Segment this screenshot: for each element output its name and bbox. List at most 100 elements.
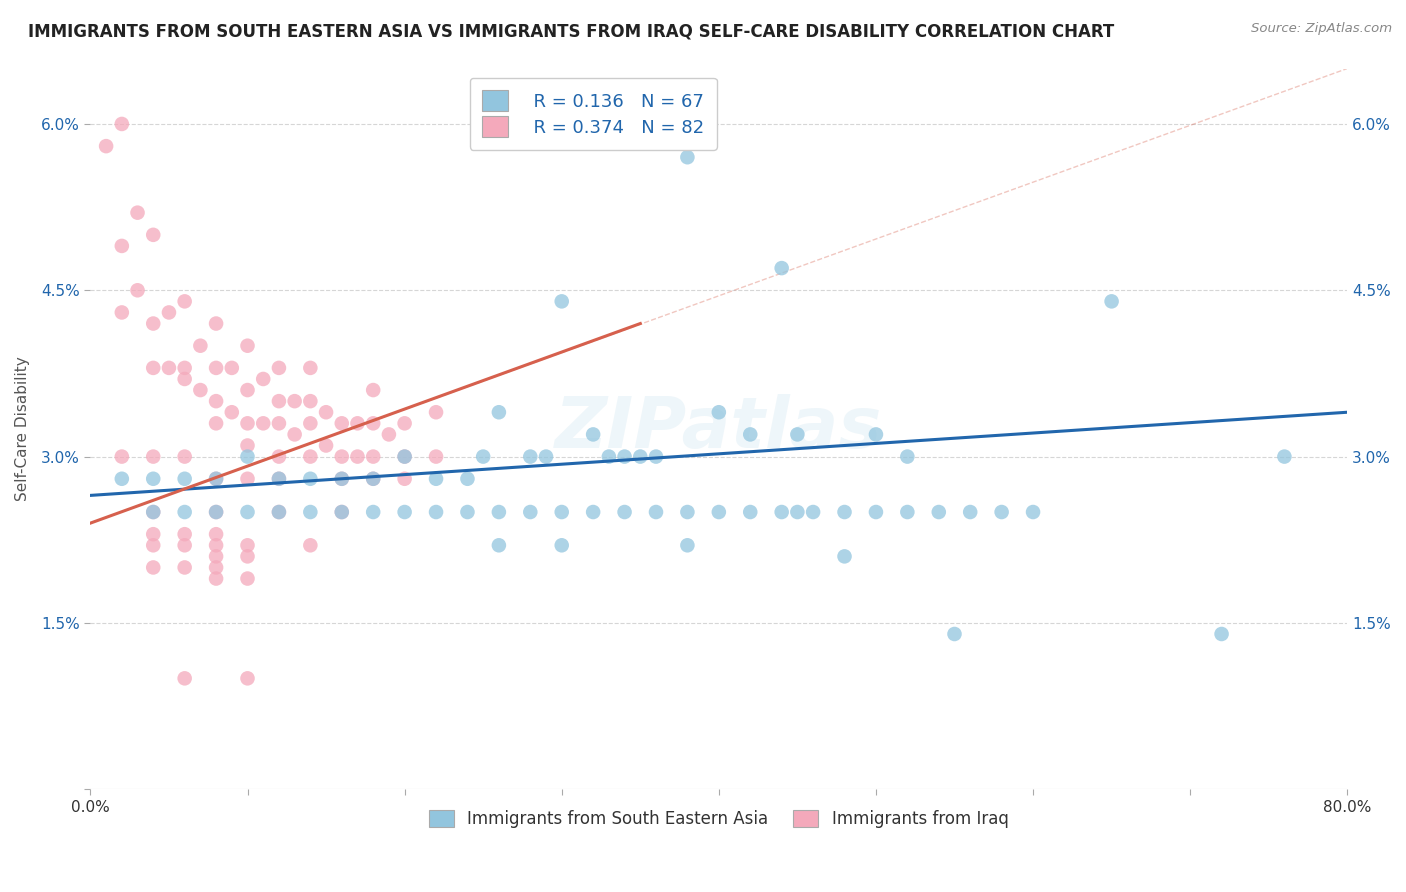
Point (361, 472, 384, 486)
Point (205, 538, 228, 552)
Point (1211, 627, 1233, 641)
Point (786, 505, 808, 519)
Point (111, 117, 134, 131)
Point (284, 427, 307, 442)
Point (582, 427, 605, 442)
Point (173, 560, 195, 574)
Point (142, 527, 165, 541)
Point (519, 505, 541, 519)
Point (707, 405, 730, 419)
Point (299, 505, 322, 519)
Point (205, 360, 228, 375)
Point (111, 450, 134, 464)
Point (361, 450, 384, 464)
Point (94, 139, 117, 153)
Point (488, 405, 510, 419)
Point (551, 538, 574, 552)
Point (378, 427, 401, 442)
Point (645, 450, 668, 464)
Point (551, 294, 574, 309)
Point (299, 417, 322, 431)
Point (990, 505, 1012, 519)
Point (740, 427, 762, 442)
Point (236, 339, 259, 353)
Point (330, 505, 353, 519)
Point (236, 472, 259, 486)
Point (252, 372, 274, 386)
Point (361, 472, 384, 486)
Point (330, 450, 353, 464)
Point (786, 427, 808, 442)
Point (472, 450, 495, 464)
Point (173, 505, 195, 519)
Point (394, 450, 416, 464)
Point (173, 538, 195, 552)
Point (865, 505, 887, 519)
Point (236, 671, 259, 685)
Point (346, 417, 368, 431)
Point (236, 450, 259, 464)
Point (142, 505, 165, 519)
Y-axis label: Self-Care Disability: Self-Care Disability (15, 357, 30, 501)
Point (299, 394, 322, 409)
Point (190, 383, 212, 397)
Point (1274, 450, 1296, 464)
Point (645, 505, 668, 519)
Point (299, 472, 322, 486)
Point (628, 450, 651, 464)
Point (346, 450, 368, 464)
Point (205, 394, 228, 409)
Point (157, 305, 180, 319)
Point (111, 472, 134, 486)
Point (157, 360, 180, 375)
Point (299, 538, 322, 552)
Point (236, 383, 259, 397)
Point (801, 505, 824, 519)
Text: ZIPatlas: ZIPatlas (555, 394, 883, 463)
Point (267, 505, 290, 519)
Point (456, 472, 478, 486)
Point (740, 505, 762, 519)
Point (221, 360, 243, 375)
Point (959, 505, 981, 519)
Point (142, 317, 165, 331)
Point (142, 505, 165, 519)
Point (284, 394, 307, 409)
Point (676, 505, 699, 519)
Point (330, 472, 353, 486)
Point (299, 450, 322, 464)
Point (1101, 294, 1123, 309)
Point (394, 505, 416, 519)
Point (173, 671, 195, 685)
Point (111, 239, 134, 253)
Point (190, 339, 212, 353)
Point (551, 505, 574, 519)
Point (896, 450, 918, 464)
Point (613, 450, 636, 464)
Point (613, 505, 636, 519)
Point (361, 505, 384, 519)
Point (299, 360, 322, 375)
Point (127, 283, 149, 297)
Point (267, 505, 290, 519)
Point (361, 417, 384, 431)
Point (205, 505, 228, 519)
Point (142, 472, 165, 486)
Point (267, 417, 290, 431)
Point (770, 505, 793, 519)
Point (205, 472, 228, 486)
Point (236, 505, 259, 519)
Point (267, 394, 290, 409)
Point (267, 360, 290, 375)
Point (205, 417, 228, 431)
Point (173, 294, 195, 309)
Point (315, 405, 337, 419)
Text: IMMIGRANTS FROM SOUTH EASTERN ASIA VS IMMIGRANTS FROM IRAQ SELF-CARE DISABILITY : IMMIGRANTS FROM SOUTH EASTERN ASIA VS IM… (28, 22, 1115, 40)
Point (236, 438, 259, 452)
Point (142, 450, 165, 464)
Point (330, 472, 353, 486)
Point (676, 150, 699, 164)
Text: Source: ZipAtlas.com: Source: ZipAtlas.com (1251, 22, 1392, 36)
Point (267, 472, 290, 486)
Point (425, 472, 447, 486)
